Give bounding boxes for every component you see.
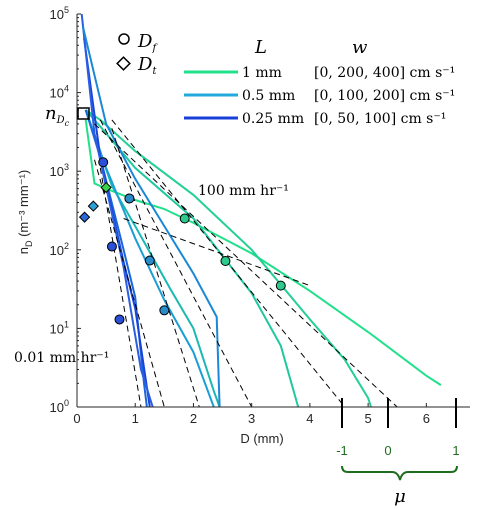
legend-header-l: L [254, 37, 267, 58]
mu-tick-label: -1 [336, 443, 348, 458]
reference-line-3 [99, 119, 253, 407]
reference-line-4 [111, 128, 200, 407]
mu-axis: -1 0 1 [336, 398, 460, 458]
reference-line-5 [99, 167, 142, 407]
series-line-9 [81, 25, 221, 407]
df-marker-3 [275, 280, 286, 291]
legend-l-2: 0.5 mm [242, 88, 295, 104]
y-tick-label: 103 [50, 162, 69, 179]
df-marker-9 [114, 314, 125, 325]
legend-l-1: 1 mm [242, 65, 282, 81]
reference-line-7 [94, 159, 165, 407]
df-marker-5 [144, 255, 155, 266]
legend-diamond-marker [116, 56, 131, 71]
series-group [80, 14, 442, 407]
y-axis-label: nD (m⁻³ mm⁻¹) [16, 170, 34, 255]
y-ticks-group: 100 101 102 103 104 105 [50, 5, 81, 415]
dt-marker-1 [100, 181, 112, 194]
x-tick-label: 5 [364, 411, 371, 426]
legend-w-1: [0, 200, 400] cm s⁻¹ [314, 65, 455, 81]
x-axis-label: D (mm) [240, 431, 283, 446]
mu-tick-label: 0 [384, 443, 391, 458]
legend-circle-marker [118, 33, 130, 45]
n-dc-label: nDc [45, 103, 70, 128]
y-tick-label: 105 [50, 5, 69, 22]
y-tick-label: 100 [50, 398, 69, 415]
x-tick-label: 1 [132, 411, 139, 426]
reference-line-6 [123, 218, 311, 287]
legend-l-3: 0.25 mm [242, 111, 304, 127]
legend-w-3: [0, 50, 100] cm s⁻¹ [314, 111, 446, 127]
df-marker-7 [98, 157, 109, 168]
df-marker-1 [179, 213, 190, 224]
reference-line-1 [94, 123, 398, 407]
x-tick-label: 6 [423, 411, 430, 426]
mu-brace [341, 465, 458, 481]
n-dc-marker [77, 107, 90, 120]
dt-marker-2 [87, 200, 99, 212]
legend-w-2: [0, 100, 200] cm s⁻¹ [314, 88, 455, 104]
y-tick-label: 101 [50, 319, 69, 336]
df-marker-4 [124, 193, 135, 204]
df-marker-2 [220, 256, 231, 267]
df-marker-6 [159, 305, 170, 316]
x-tick-label: 4 [306, 411, 313, 426]
series-line-3 [84, 109, 300, 407]
legend-dt-label: Dt [137, 54, 157, 77]
x-tick-label: 3 [248, 411, 255, 426]
markers-group [78, 157, 286, 325]
series-line-1 [84, 119, 442, 386]
legend-header-w: w [352, 37, 368, 58]
df-marker-8 [106, 241, 117, 252]
series-line-4 [84, 109, 221, 407]
y-tick-label: 102 [50, 241, 69, 258]
series-legend: 1 mm [0, 200, 400] cm s⁻¹ 0.5 mm [0, 100, 2… [184, 65, 455, 127]
legend-df-label: Df [137, 31, 158, 54]
mu-label: μ [394, 486, 406, 507]
mu-tick-label: 1 [452, 443, 459, 458]
dt-marker-3 [78, 211, 91, 223]
series-line-2 [85, 109, 372, 407]
series-line-7 [83, 37, 151, 407]
rain-high-label: 100 mm hr⁻¹ [198, 183, 289, 199]
x-tick-label: 2 [190, 411, 197, 426]
y-tick-label: 104 [50, 84, 69, 101]
x-ticks-group: 0 1 2 3 4 5 6 [73, 403, 430, 426]
rain-low-label: 0.01 mm hr⁻¹ [14, 350, 109, 366]
series-line-8 [80, 14, 154, 407]
x-tick-label: 0 [73, 411, 80, 426]
